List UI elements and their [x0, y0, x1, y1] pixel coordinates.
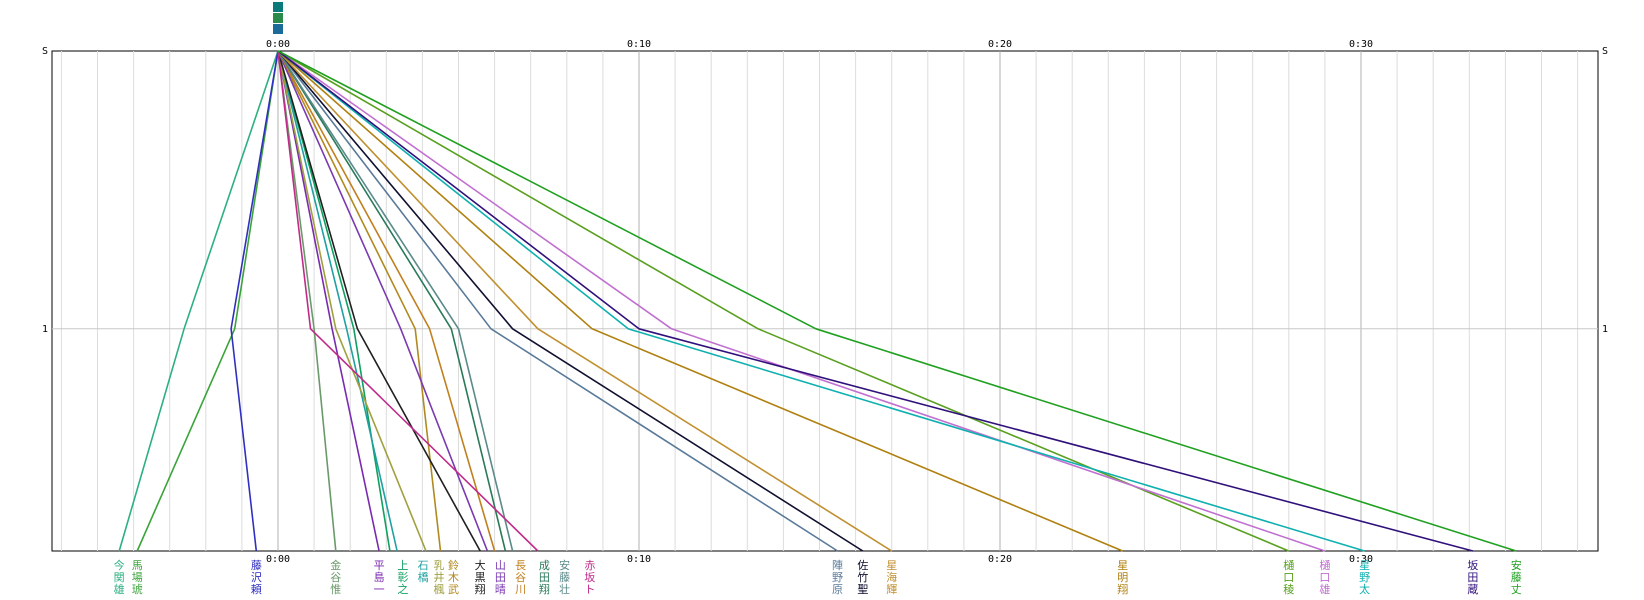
x-tick-label-bottom: 0:00 — [266, 554, 290, 565]
y-tick-label-right: S — [1602, 46, 1608, 57]
runner-label: 陣野原 — [832, 559, 843, 596]
series-line — [277, 50, 1365, 552]
series-line — [277, 50, 1474, 552]
series-line — [277, 50, 481, 552]
start-marker — [273, 24, 283, 34]
runner-label: 樋口雄 — [1319, 558, 1330, 596]
runner-label: 乳井楓 — [434, 559, 445, 596]
start-marker — [273, 13, 283, 23]
x-tick-label-top: 0:10 — [627, 39, 651, 50]
x-tick-label-top: 0:20 — [988, 39, 1012, 50]
x-tick-label-bottom: 0:30 — [1349, 554, 1373, 565]
x-tick-label-top: 0:00 — [266, 39, 290, 50]
x-tick-label-bottom: 0:20 — [988, 554, 1012, 565]
runner-label: 山田晴 — [495, 559, 506, 596]
series-line — [277, 50, 442, 552]
runner-label: 安藤壮 — [559, 558, 570, 596]
runner-label: 今関雄 — [114, 558, 125, 596]
series-line — [277, 50, 1290, 552]
x-tick-label-bottom: 0:10 — [627, 554, 651, 565]
series-line — [277, 50, 489, 552]
y-tick-label-left: 1 — [42, 324, 48, 335]
runner-label: 安藤丈 — [1511, 558, 1522, 596]
runner-label: 赤坂ト — [584, 559, 595, 596]
runner-label: 石橋 — [418, 559, 429, 584]
plot-frame — [51, 50, 1599, 552]
runner-label: 成田翔 — [539, 559, 550, 596]
series-line — [277, 50, 1124, 552]
series-line — [277, 50, 1517, 552]
y-tick-label-left: S — [42, 46, 48, 57]
runner-label: 金谷惟 — [330, 558, 341, 596]
runner-label: 星明翔 — [1117, 559, 1128, 596]
series-line — [277, 50, 514, 552]
series-line — [277, 50, 507, 552]
runner-label: 坂田蔵 — [1467, 559, 1478, 596]
series-line — [277, 50, 839, 552]
series-line — [277, 50, 496, 552]
series-line — [277, 50, 380, 552]
series-line — [277, 50, 427, 552]
runner-label: 上彰之 — [397, 559, 408, 596]
runner-label: 平島一 — [374, 559, 385, 596]
series-line — [230, 50, 279, 552]
runner-label: 馬場琥 — [132, 559, 143, 596]
x-tick-label-top: 0:30 — [1349, 39, 1373, 50]
series-line — [277, 50, 398, 552]
series-line — [277, 50, 539, 552]
start-marker — [273, 2, 283, 12]
series-line — [277, 50, 893, 552]
runner-label: 大黒翔 — [475, 558, 486, 596]
series-line — [277, 50, 337, 552]
runner-label: 藤沢頼 — [251, 559, 262, 596]
series-line — [118, 50, 279, 552]
runner-label: 佐竹聖 — [857, 558, 868, 596]
series-line — [277, 50, 864, 552]
series-line — [277, 50, 391, 552]
runner-label: 樋口稜 — [1283, 558, 1294, 596]
runner-label: 星野太 — [1359, 559, 1370, 596]
y-tick-label-right: 1 — [1602, 324, 1608, 335]
runner-label: 鈴木武 — [448, 558, 459, 596]
series-line — [277, 50, 1326, 552]
runner-label: 長谷川 — [515, 559, 526, 596]
series-line — [136, 50, 279, 552]
runner-label: 星海輝 — [886, 559, 897, 596]
